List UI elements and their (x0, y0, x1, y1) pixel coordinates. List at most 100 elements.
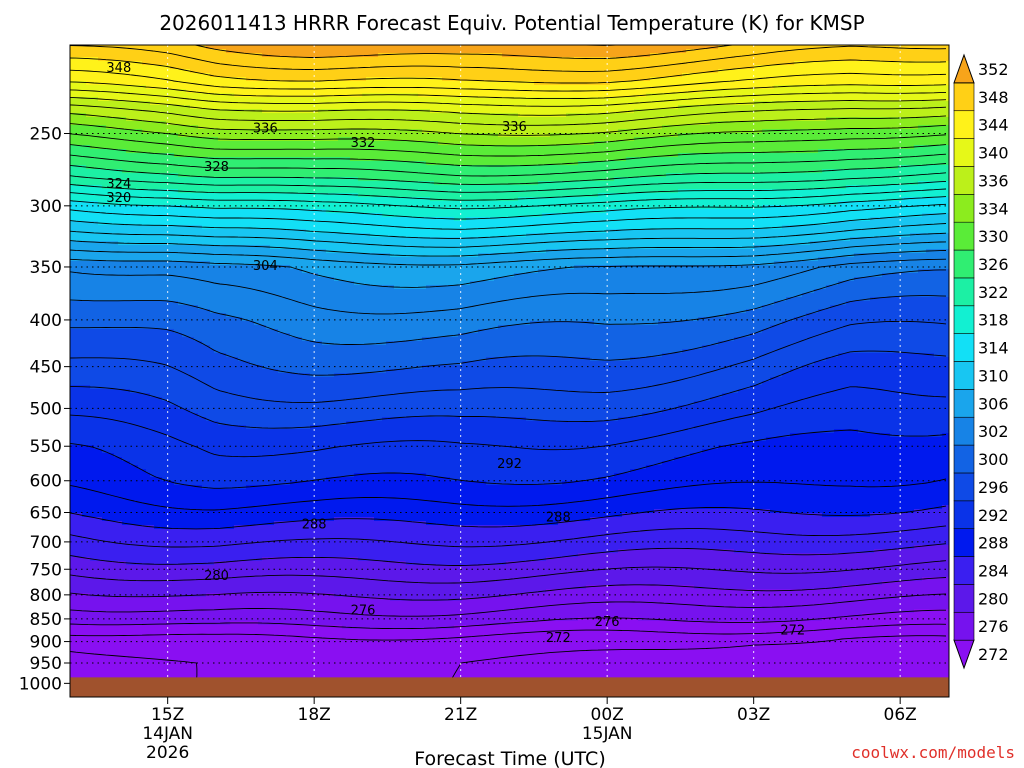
field-cell (574, 61, 579, 66)
field-cell (110, 109, 115, 114)
field-cell (506, 121, 511, 126)
field-cell (82, 57, 87, 62)
field-cell (898, 89, 903, 94)
field-cell (662, 49, 667, 54)
field-cell (706, 89, 711, 94)
field-cell (798, 121, 803, 126)
field-cell (722, 105, 727, 110)
field-cell (562, 101, 567, 106)
field-cell (174, 133, 179, 138)
field-cell (206, 49, 211, 54)
field-cell (430, 97, 435, 102)
field-cell (346, 81, 351, 86)
field-cell (178, 65, 183, 70)
field-cell (626, 69, 631, 74)
field-cell (382, 125, 387, 130)
field-cell (350, 97, 355, 102)
field-cell (570, 61, 575, 66)
field-cell (894, 57, 899, 62)
field-cell (226, 109, 231, 114)
field-cell (578, 129, 583, 134)
field-cell (930, 129, 935, 134)
field-cell (226, 61, 231, 66)
field-cell (322, 85, 327, 90)
field-cell (386, 129, 391, 134)
field-cell (114, 85, 119, 90)
field-cell (82, 85, 87, 90)
field-cell (758, 105, 763, 110)
field-cell (842, 89, 847, 94)
field-cell (426, 45, 431, 50)
field-cell (870, 97, 875, 102)
field-cell (242, 101, 247, 106)
field-cell (190, 109, 195, 114)
field-cell (462, 129, 467, 134)
field-cell (850, 45, 855, 50)
field-cell (662, 57, 667, 62)
field-cell (474, 53, 479, 58)
field-cell (874, 61, 879, 66)
field-cell (542, 77, 547, 82)
field-cell (214, 89, 219, 94)
field-cell (318, 61, 323, 66)
field-cell (178, 49, 183, 54)
field-cell (866, 57, 871, 62)
field-cell (234, 69, 239, 74)
field-cell (386, 121, 391, 126)
field-cell (190, 57, 195, 62)
field-cell (346, 57, 351, 62)
field-cell (478, 73, 483, 78)
field-cell (494, 109, 499, 114)
field-cell (882, 77, 887, 82)
field-cell (658, 45, 663, 50)
field-cell (226, 101, 231, 106)
field-cell (130, 85, 135, 90)
field-cell (706, 85, 711, 90)
field-cell (78, 105, 83, 110)
field-cell (286, 57, 291, 62)
field-cell (182, 61, 187, 66)
field-cell (546, 65, 551, 70)
field-cell (534, 125, 539, 130)
field-cell (202, 85, 207, 90)
field-cell (146, 117, 151, 122)
field-cell (878, 93, 883, 98)
field-cell (942, 113, 947, 118)
field-cell (854, 73, 859, 78)
field-cell (278, 105, 283, 110)
field-cell (518, 61, 523, 66)
field-cell (726, 65, 731, 70)
field-cell (658, 129, 663, 134)
field-cell (122, 113, 127, 118)
field-cell (102, 65, 107, 70)
field-cell (282, 65, 287, 70)
field-cell (622, 117, 627, 122)
field-cell (674, 97, 679, 102)
field-cell (478, 49, 483, 54)
field-cell (806, 97, 811, 102)
field-cell (414, 117, 419, 122)
field-cell (358, 49, 363, 54)
field-cell (670, 61, 675, 66)
field-cell (630, 57, 635, 62)
field-cell (90, 133, 95, 138)
field-cell (258, 53, 263, 58)
field-cell (174, 101, 179, 106)
field-cell (446, 73, 451, 78)
field-cell (530, 81, 535, 86)
field-cell (866, 117, 871, 122)
field-cell (798, 113, 803, 118)
field-cell (274, 133, 279, 138)
field-cell (254, 81, 259, 86)
field-cell (742, 53, 747, 58)
field-cell (718, 121, 723, 126)
field-cell (358, 129, 363, 134)
field-cell (186, 93, 191, 98)
field-cell (370, 49, 375, 54)
field-cell (118, 53, 123, 58)
field-cell (334, 85, 339, 90)
field-cell (694, 77, 699, 82)
field-cell (386, 77, 391, 82)
field-cell (414, 97, 419, 102)
field-cell (462, 93, 467, 98)
